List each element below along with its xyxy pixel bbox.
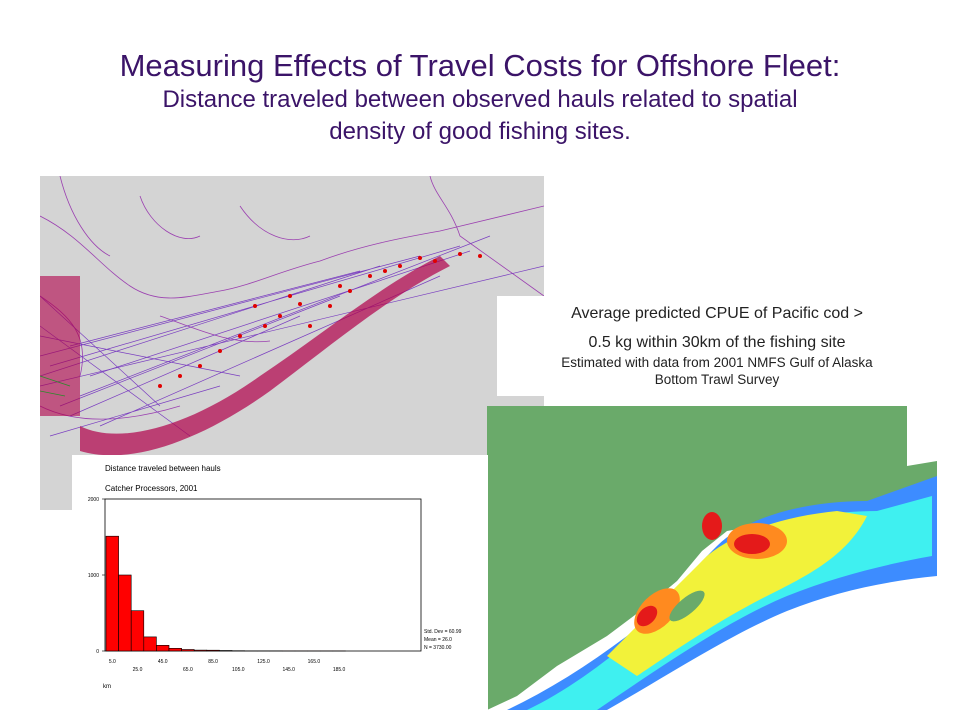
x-tick-label: 85.0 bbox=[208, 659, 218, 665]
chart-subtitle: Catcher Processors, 2001 bbox=[105, 484, 198, 493]
histogram-bar bbox=[105, 535, 119, 652]
cpue-peak-area-east bbox=[734, 534, 770, 554]
caption-line-4: Bottom Trawl Survey bbox=[654, 372, 780, 387]
slide-title: Measuring Effects of Travel Costs for Of… bbox=[119, 48, 841, 83]
haul-points bbox=[158, 252, 482, 388]
y-tick-label: 2000 bbox=[88, 497, 99, 503]
x-axis-ticks: 5.0 25.0 45.0 65.0 85.0 105.0 125.0 145.0 165.0 1… bbox=[109, 659, 346, 673]
x-tick-label: 5.0 bbox=[109, 659, 116, 665]
x-tick-label: 125.0 bbox=[257, 659, 270, 665]
histogram-bar bbox=[219, 650, 233, 652]
x-tick-label: 45.0 bbox=[158, 659, 168, 665]
plot-frame bbox=[104, 498, 422, 652]
stats-box: Std. Dev = 60.99 Mean = 26.0 N = 3730.00 bbox=[424, 629, 462, 651]
y-tick-label: 0 bbox=[96, 649, 99, 655]
stat-line: Mean = 26.0 bbox=[424, 637, 452, 643]
y-tick-label: 1000 bbox=[88, 573, 99, 579]
haul-route-map bbox=[40, 176, 544, 510]
x-tick-label: 165.0 bbox=[308, 659, 321, 665]
kodiak-island bbox=[669, 590, 705, 622]
histogram-bar bbox=[193, 649, 208, 652]
histogram-bar bbox=[168, 648, 182, 652]
slide-subtitle-line-1: Distance traveled between observed hauls… bbox=[162, 86, 798, 113]
histogram-bar bbox=[156, 645, 170, 652]
y-axis-ticks: 2000 1000 0 bbox=[88, 497, 105, 655]
x-axis-label: km bbox=[103, 684, 111, 690]
histogram-bar bbox=[143, 636, 157, 652]
histogram-bar bbox=[118, 574, 132, 652]
cpue-moderate-band bbox=[607, 511, 867, 676]
cpue-peak-area-west bbox=[636, 605, 658, 627]
caption-line-3: Estimated with data from 2001 NMFS Gulf … bbox=[561, 355, 873, 370]
stat-line: N = 3730.00 bbox=[424, 645, 452, 651]
x-tick-label: 105.0 bbox=[232, 667, 245, 673]
histogram-bars bbox=[105, 535, 346, 652]
stat-line: Std. Dev = 60.99 bbox=[424, 629, 462, 635]
histogram-bar bbox=[206, 649, 220, 652]
caption-line-2: 0.5 kg within 30km of the fishing site bbox=[588, 334, 846, 351]
histogram-bar bbox=[181, 649, 195, 652]
x-tick-label: 25.0 bbox=[133, 667, 143, 673]
land-mass bbox=[487, 406, 937, 710]
x-tick-label: 185.0 bbox=[333, 667, 346, 673]
cpue-heat-map bbox=[487, 406, 937, 710]
histogram-bar bbox=[130, 610, 145, 652]
x-tick-label: 65.0 bbox=[183, 667, 193, 673]
caption-line-1: Average predicted CPUE of Pacific cod > bbox=[571, 305, 863, 322]
slide-title-block: Measuring Effects of Travel Costs for Of… bbox=[40, 48, 920, 148]
distance-histogram: Distance traveled between hauls Catcher … bbox=[72, 455, 488, 710]
slide-subtitle-line-2: density of good fishing sites. bbox=[329, 118, 631, 145]
green-track-lines bbox=[40, 375, 71, 397]
cpue-map-caption: Average predicted CPUE of Pacific cod > … bbox=[497, 296, 937, 396]
x-tick-label: 145.0 bbox=[282, 667, 295, 673]
cpue-peak-area-north bbox=[702, 512, 722, 540]
chart-title: Distance traveled between hauls bbox=[105, 464, 221, 473]
